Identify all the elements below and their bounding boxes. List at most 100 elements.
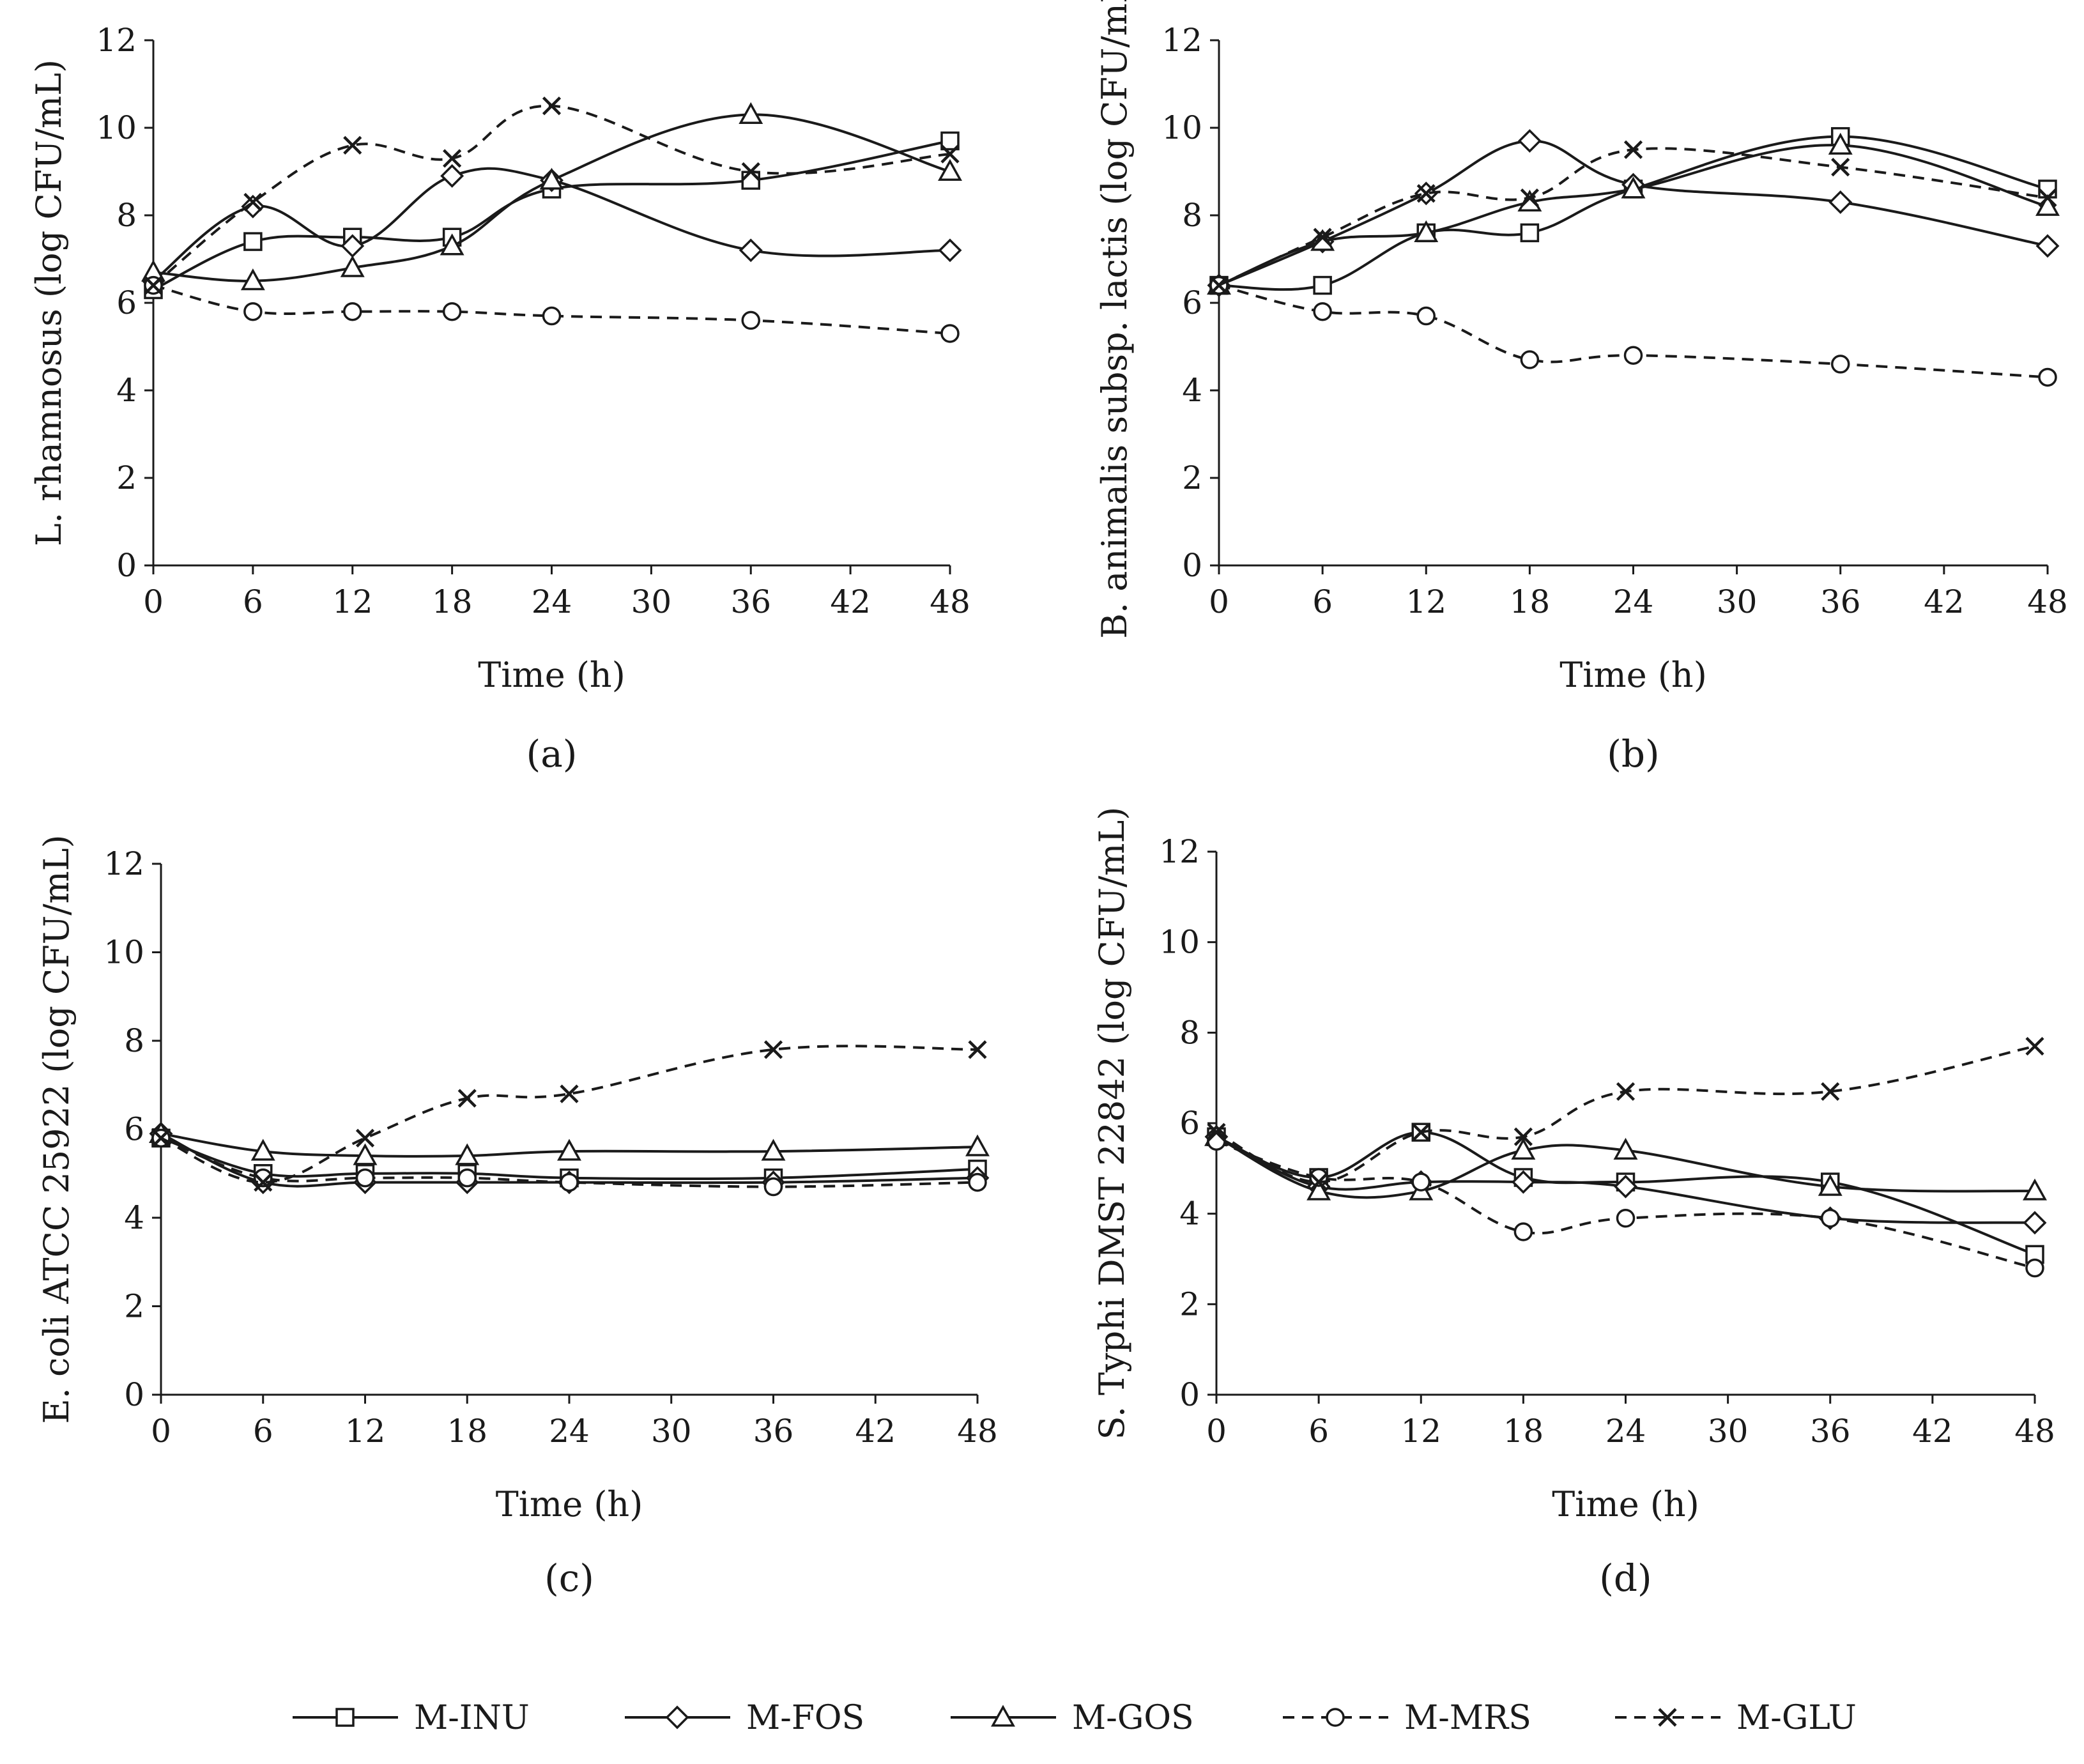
x-axis-label: Time (h) bbox=[478, 655, 625, 695]
x-tick-label: 30 bbox=[1717, 583, 1758, 620]
y-tick-label: 4 bbox=[1182, 372, 1202, 409]
panel-tag: (d) bbox=[1599, 1556, 1651, 1600]
legend-item-m-gos: M-GOS bbox=[951, 1699, 1194, 1737]
data-point bbox=[938, 238, 962, 263]
legend-item-m-glu: M-GLU bbox=[1615, 1699, 1857, 1737]
data-point bbox=[353, 1143, 378, 1165]
y-tick-label: 8 bbox=[124, 1022, 144, 1059]
data-point bbox=[741, 171, 760, 190]
data-point bbox=[1616, 1209, 1636, 1228]
y-tick-label: 0 bbox=[124, 1376, 144, 1413]
data-point bbox=[1313, 302, 1332, 321]
data-point bbox=[965, 1134, 990, 1156]
data-point bbox=[240, 268, 265, 291]
series-m-inu bbox=[1209, 127, 2057, 295]
x-tick-label: 48 bbox=[957, 1413, 998, 1450]
data-point bbox=[355, 1128, 375, 1147]
legend-label: M-GLU bbox=[1736, 1699, 1857, 1737]
series-m-glu bbox=[1209, 140, 2057, 295]
panel-tag: (b) bbox=[1607, 732, 1659, 776]
series-m-mrs bbox=[1207, 1131, 2044, 1278]
y-tick-label: 2 bbox=[1179, 1285, 1200, 1323]
data-point bbox=[1511, 1137, 1536, 1160]
data-point bbox=[2035, 234, 2060, 258]
y-axis-label: E. coli ATCC 25922 (log CFU/mL) bbox=[36, 834, 77, 1423]
y-tick-label: 12 bbox=[96, 22, 137, 59]
y-tick-label: 0 bbox=[116, 547, 137, 584]
panel-tag: (a) bbox=[526, 732, 578, 776]
series-m-glu bbox=[144, 96, 960, 295]
series-m-gos bbox=[141, 102, 962, 291]
legend-label: M-FOS bbox=[746, 1699, 864, 1737]
x-tick-label: 24 bbox=[549, 1413, 590, 1450]
y-tick-label: 12 bbox=[1159, 833, 1200, 870]
data-point bbox=[560, 1172, 579, 1192]
data-point bbox=[557, 1139, 581, 1161]
data-point bbox=[1623, 140, 1643, 159]
series-m-mrs bbox=[1209, 275, 2057, 387]
data-point bbox=[1309, 1172, 1328, 1192]
data-point bbox=[1513, 1127, 1533, 1146]
series-line bbox=[1218, 147, 2048, 287]
x-tick-label: 12 bbox=[345, 1413, 386, 1450]
legend: M-INU M-FOS M-GOS M-MRS M-GLU bbox=[293, 1699, 1857, 1737]
data-point bbox=[1520, 223, 1540, 243]
legend-item-m-mrs: M-MRS bbox=[1283, 1699, 1531, 1737]
legend-marker bbox=[665, 1705, 689, 1729]
data-point bbox=[1207, 1123, 1226, 1142]
data-point bbox=[254, 1173, 273, 1192]
legend-item-m-inu: M-INU bbox=[293, 1699, 530, 1737]
y-tick-label: 10 bbox=[96, 109, 137, 146]
x-tick-label: 30 bbox=[631, 583, 672, 620]
y-tick-label: 12 bbox=[103, 845, 144, 882]
x-tick-label: 0 bbox=[1206, 1413, 1227, 1450]
data-point bbox=[1313, 227, 1332, 247]
data-point bbox=[1416, 184, 1436, 203]
data-point bbox=[457, 1168, 477, 1188]
y-tick-label: 6 bbox=[124, 1111, 144, 1148]
x-tick-label: 24 bbox=[532, 583, 572, 620]
data-point bbox=[1414, 220, 1439, 242]
data-point bbox=[243, 302, 263, 321]
series-line bbox=[1218, 144, 2048, 287]
x-tick-label: 6 bbox=[253, 1413, 273, 1450]
series-m-glu bbox=[1207, 1036, 2044, 1192]
x-tick-label: 6 bbox=[1312, 583, 1333, 620]
data-point bbox=[1828, 190, 1853, 214]
x-tick-label: 36 bbox=[1810, 1413, 1851, 1450]
data-point bbox=[1616, 1082, 1636, 1101]
data-point bbox=[2025, 1036, 2044, 1056]
series-m-gos bbox=[1204, 1124, 2047, 1200]
data-point bbox=[968, 1172, 987, 1192]
series-line bbox=[153, 113, 951, 282]
data-point bbox=[741, 311, 760, 330]
series-m-fos bbox=[1207, 129, 2060, 298]
data-point bbox=[763, 1040, 783, 1059]
data-point bbox=[1821, 1082, 1840, 1101]
data-point bbox=[243, 232, 263, 251]
data-point bbox=[2035, 194, 2060, 216]
x-tick-label: 30 bbox=[1708, 1413, 1749, 1450]
data-point bbox=[1313, 275, 1332, 295]
data-point bbox=[457, 1089, 477, 1108]
data-point bbox=[1416, 306, 1436, 326]
x-tick-label: 12 bbox=[1406, 583, 1446, 620]
y-tick-label: 8 bbox=[116, 197, 137, 234]
data-point bbox=[241, 194, 265, 219]
x-tick-label: 0 bbox=[143, 583, 164, 620]
data-point bbox=[1818, 1174, 1843, 1196]
data-point bbox=[1411, 1172, 1430, 1192]
y-tick-label: 8 bbox=[1179, 1014, 1200, 1051]
data-point bbox=[739, 238, 763, 263]
x-tick-label: 36 bbox=[753, 1413, 794, 1450]
x-tick-label: 42 bbox=[855, 1413, 896, 1450]
y-axis-label: S. Typhi DMST 22842 (log CFU/mL) bbox=[1092, 807, 1132, 1440]
legend-label: M-GOS bbox=[1072, 1699, 1194, 1737]
series-line bbox=[1218, 284, 2048, 379]
data-point bbox=[542, 96, 562, 116]
legend-marker bbox=[335, 1708, 355, 1727]
data-point bbox=[455, 1143, 480, 1165]
data-point bbox=[739, 102, 763, 124]
